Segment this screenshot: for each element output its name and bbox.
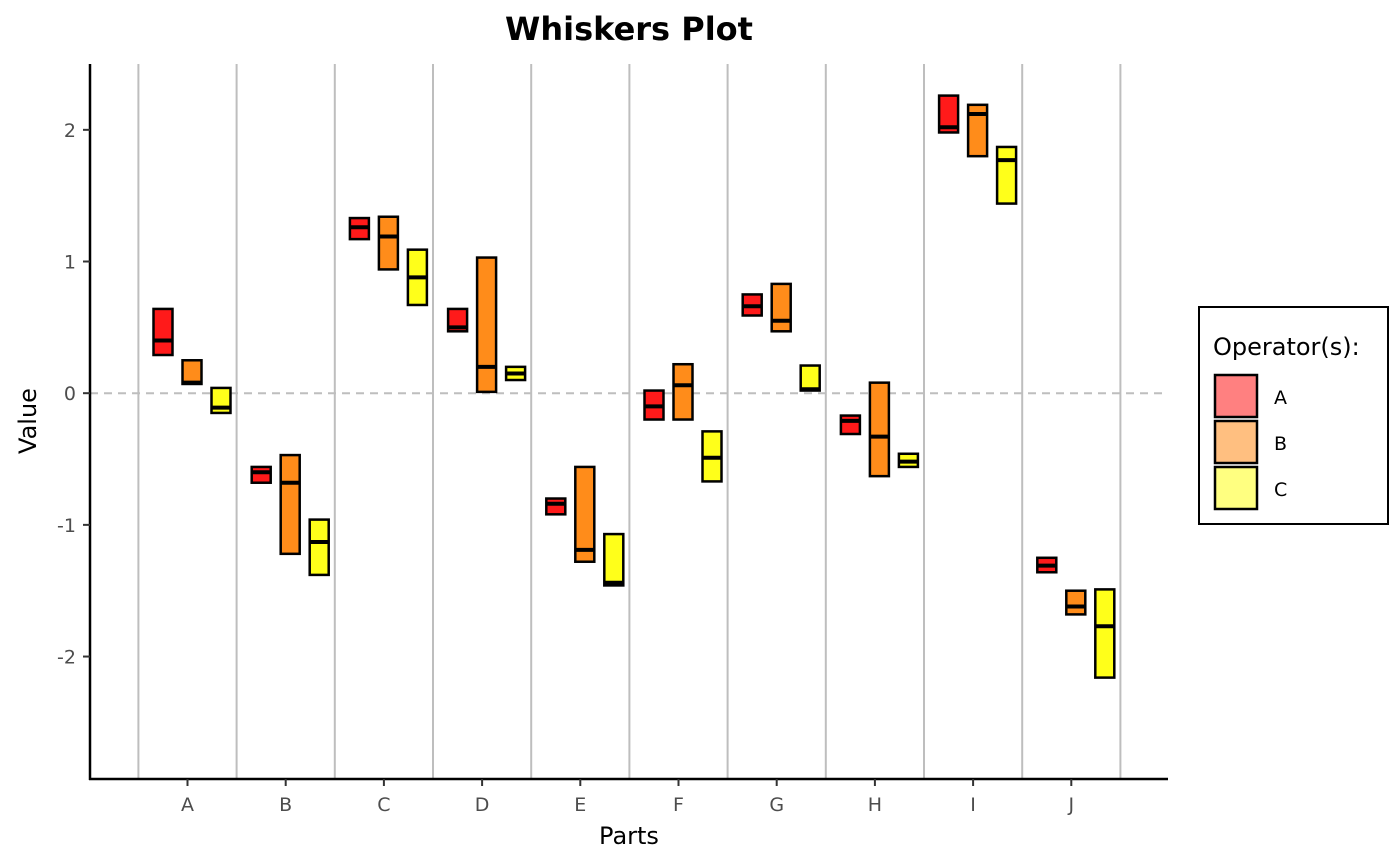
box-d-operator-b (475, 256, 498, 394)
legend-label-c: C (1274, 479, 1287, 501)
chart-title: Whiskers Plot (505, 10, 753, 48)
legend-swatch-a (1213, 373, 1259, 419)
axes (88, 64, 1168, 781)
x-tick-label: J (1067, 794, 1074, 816)
box-f-operator-b (672, 362, 694, 421)
y-tick-label: 1 (64, 252, 76, 274)
box-e-operator-a (545, 497, 567, 516)
y-tick-label: 2 (64, 120, 76, 142)
legend-swatch-c (1213, 465, 1259, 511)
box-i-operator-c (995, 145, 1018, 205)
x-tick-label: H (868, 794, 882, 816)
box-e-operator-c (603, 532, 625, 587)
box-j-operator-c (1094, 588, 1116, 679)
legend-items: A B C (1213, 373, 1287, 511)
y-tick-label: 0 (64, 383, 76, 405)
box-a-operator-a (152, 307, 174, 357)
x-tick-label: D (475, 794, 490, 816)
y-tick-label: -2 (57, 647, 76, 669)
x-tick-label: F (673, 794, 684, 816)
legend-label-b: B (1274, 433, 1287, 455)
x-tick-label: G (769, 794, 784, 816)
box-b-operator-c (308, 518, 330, 577)
box-h-operator-a (839, 414, 862, 436)
box-g-operator-b (770, 282, 792, 333)
box-g-operator-c (799, 364, 821, 392)
box-b-operator-a (250, 465, 272, 484)
x-tick-label: A (181, 794, 194, 816)
box-j-operator-b (1065, 589, 1087, 616)
legend: Operator(s): A B C (1198, 306, 1389, 525)
box-marks (152, 94, 1116, 679)
y-axis-title: Value (14, 388, 42, 454)
x-tick-label: E (574, 794, 586, 816)
box-b-operator-b (279, 453, 301, 556)
x-tick-label: B (279, 794, 292, 816)
box-a-operator-b (181, 359, 203, 386)
legend-swatch-b (1213, 419, 1259, 465)
y-tick-label: -1 (57, 515, 76, 537)
x-tick-label: C (377, 794, 390, 816)
y-tick-labels: -2 -1 0 1 2 (57, 120, 90, 669)
box-e-operator-b (574, 465, 596, 563)
legend-title: Operator(s): (1213, 333, 1360, 361)
box-i-operator-b (966, 103, 989, 158)
x-tick-labels: A B C D E F G H I J (181, 779, 1074, 816)
x-axis-title: Parts (599, 822, 659, 850)
category-separators (137, 64, 1122, 779)
box-h-operator-b (868, 381, 891, 478)
x-tick-label: I (970, 794, 976, 816)
legend-label-a: A (1274, 387, 1287, 409)
box-i-operator-a (937, 94, 960, 134)
box-c-operator-b (377, 215, 400, 271)
